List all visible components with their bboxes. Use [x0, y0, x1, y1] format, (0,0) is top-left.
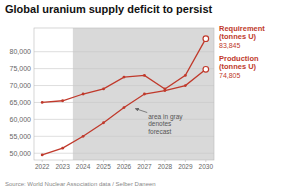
x-tick-label: 2027	[137, 163, 152, 170]
x-tick	[144, 160, 145, 162]
y-tick-label: 55,000	[10, 133, 32, 140]
x-tick-label: 2029	[178, 163, 193, 170]
value-label: 74,805	[219, 72, 241, 79]
x-tick	[83, 160, 84, 162]
data-point	[102, 121, 105, 124]
data-point	[41, 154, 44, 157]
grid-line	[34, 136, 214, 137]
plot-frame	[34, 28, 214, 160]
x-tick-label: 2025	[96, 163, 111, 170]
data-point	[123, 106, 126, 109]
x-tick	[62, 160, 63, 162]
grid-line	[34, 102, 214, 103]
series-label: Production(tonnes U)	[219, 54, 259, 71]
data-point	[123, 76, 126, 79]
data-point	[41, 101, 44, 104]
data-point	[82, 93, 85, 96]
x-axis: 2022 2023 2024 2025 2026 2027 2028 2029 2030	[35, 160, 213, 170]
x-tick-label: 2026	[117, 163, 132, 170]
text-line: (tonnes U)	[219, 62, 257, 71]
x-tick-label: 2028	[158, 163, 173, 170]
data-point	[82, 135, 85, 138]
grid-line	[34, 119, 214, 120]
text-line: (tonnes U)	[219, 32, 257, 41]
annotation: area in graydenotesforecast	[148, 113, 183, 135]
y-tick-label: 80,000	[10, 48, 32, 55]
x-tick-label: 2030	[199, 163, 214, 170]
data-point	[61, 99, 64, 102]
data-point	[102, 88, 105, 91]
source: Source: World Nuclear Association data /…	[5, 181, 156, 187]
chart: Global uranium supply deficit to persist…	[0, 0, 300, 189]
annotation-arrow	[135, 109, 147, 113]
y-tick-label: 50,000	[10, 150, 32, 157]
data-point	[61, 147, 64, 150]
x-tick	[124, 160, 125, 162]
x-tick-label: 2024	[76, 163, 91, 170]
value-label: 83,845	[219, 42, 241, 49]
data-point	[203, 36, 209, 42]
data-point	[203, 66, 209, 72]
data-point	[164, 89, 167, 92]
data-point	[143, 74, 146, 77]
series-line	[42, 69, 206, 155]
x-tick	[42, 160, 43, 162]
plot-area	[34, 28, 214, 160]
y-tick-label: 70,000	[10, 82, 32, 89]
data-point	[184, 74, 187, 77]
forecast-region	[73, 28, 214, 160]
title: Global uranium supply deficit to persist	[5, 3, 213, 15]
y-tick-label: 60,000	[10, 116, 32, 123]
x-tick	[164, 160, 165, 162]
grid-line	[34, 51, 214, 52]
data-point	[184, 84, 187, 87]
series-label: Requirement(tonnes U)	[219, 24, 265, 41]
x-tick	[185, 160, 186, 162]
text-line: denotes	[148, 120, 172, 127]
x-tick	[103, 160, 104, 162]
x-tick	[205, 160, 206, 162]
x-tick-label: 2022	[35, 163, 50, 170]
grid-line	[34, 153, 214, 154]
grid-line	[34, 85, 214, 86]
text-line: forecast	[148, 128, 171, 135]
y-axis: 50,000 55,000 60,000 65,000 70,000 75,000 80,0…	[10, 48, 32, 157]
x-tick-label: 2023	[55, 163, 70, 170]
y-tick-label: 65,000	[10, 99, 32, 106]
y-tick-label: 75,000	[10, 65, 32, 72]
series-line	[42, 39, 206, 103]
data-point	[143, 93, 146, 96]
grid-line	[34, 68, 214, 69]
